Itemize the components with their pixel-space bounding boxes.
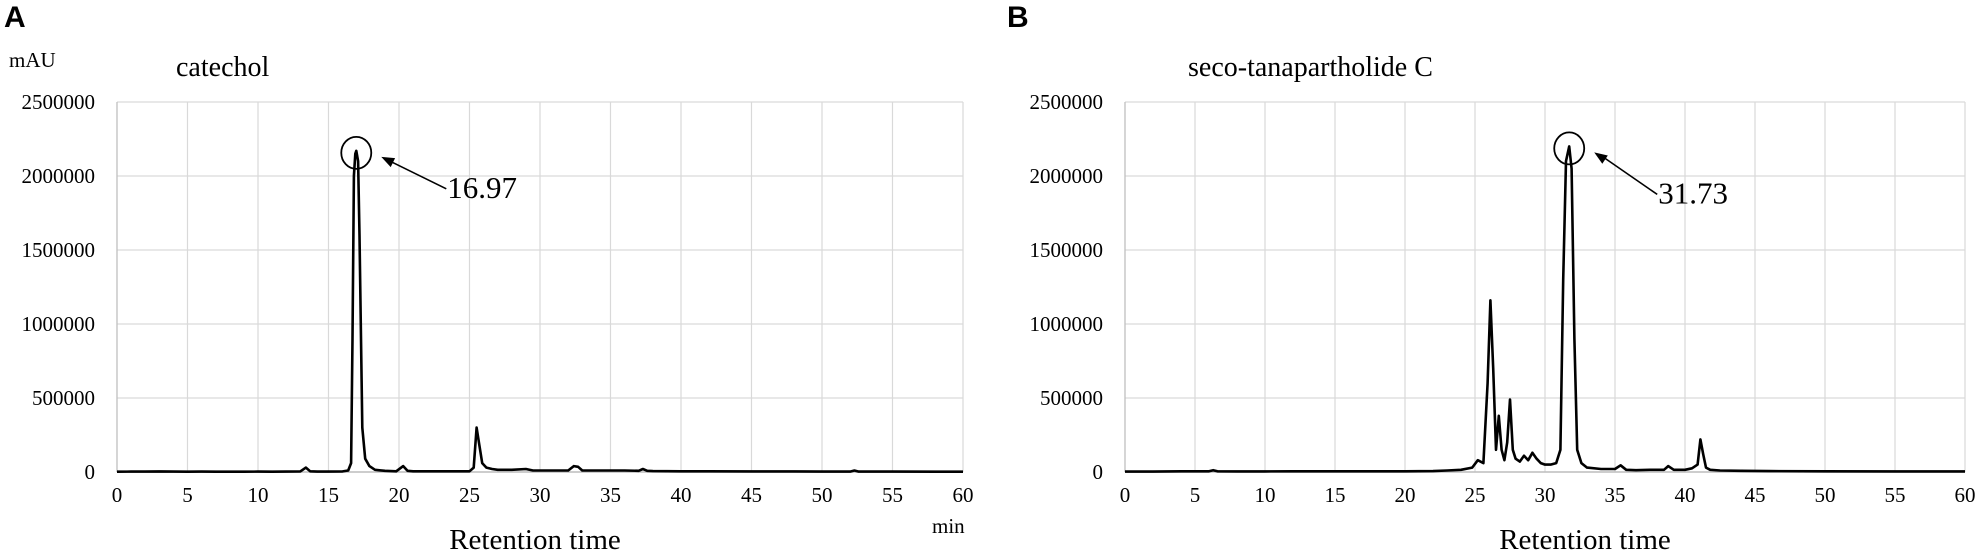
panel-b-x-axis: 0 5 10 15 20 25 30 35 40 45 50 55 60 [1120,483,1976,507]
panel-b-annotation-label: 31.73 [1658,175,1728,210]
y-tick-label: 1000000 [1030,312,1104,336]
x-tick-label: 10 [1255,483,1276,507]
x-tick-label: 45 [741,483,762,507]
x-tick-label: 25 [1465,483,1486,507]
panel-b-annotation-leader [1601,155,1658,196]
y-tick-label: 0 [85,460,96,484]
panel-b-series-line [1125,145,1965,473]
panel-b-gridlines [1124,101,1966,473]
panel-b-letter: B [1007,1,1029,34]
panel-a-annotation-leader [388,160,447,190]
panel-a-xlabel: Retention time [449,524,621,556]
x-tick-label: 40 [671,483,692,507]
x-tick-label: 25 [459,483,480,507]
y-tick-label: 1000000 [22,312,96,336]
y-tick-label: 1500000 [1030,238,1104,262]
x-tick-label: 20 [1395,483,1416,507]
panel-a-xunit: min [932,514,965,538]
panel-b-annotation-arrowhead [1594,152,1608,164]
panel-b-peak-circle [1553,131,1586,166]
x-tick-label: 5 [182,483,193,507]
y-tick-label: 2500000 [1030,90,1104,114]
x-tick-label: 15 [318,483,339,507]
x-tick-label: 0 [1120,483,1131,507]
y-tick-label: 2500000 [22,90,96,114]
y-tick-label: 2000000 [22,164,96,188]
panel-a-annotation-arrowhead [381,156,396,168]
y-tick-label: 2000000 [1030,164,1104,188]
x-tick-label: 15 [1325,483,1346,507]
x-tick-label: 50 [1815,483,1836,507]
panel-a-letter: A [4,1,26,34]
x-tick-label: 5 [1190,483,1201,507]
x-tick-label: 55 [1885,483,1906,507]
x-tick-label: 0 [112,483,123,507]
panel-b-xlabel: Retention time [1499,524,1671,556]
x-tick-label: 60 [1955,483,1976,507]
panel-a-annotation-label: 16.97 [447,170,517,205]
x-tick-label: 30 [1535,483,1556,507]
x-tick-label: 50 [812,483,833,507]
x-tick-label: 10 [248,483,269,507]
x-tick-label: 60 [953,483,974,507]
panel-a-x-axis: 0 5 10 15 20 25 30 35 40 45 50 55 60 [112,483,974,507]
panel-b-chart: B seco-tanapartholide C 0 500000 1000000 15… [1007,1,1976,556]
y-tick-label: 500000 [1040,386,1103,410]
panel-a-y-axis: 0 500000 1000000 1500000 2000000 2500000 [22,90,96,484]
panel-a-series-line [116,149,963,473]
panel-a-chart: A mAU catechol 0500000100000015000002000… [4,1,974,556]
y-tick-label: 1500000 [22,238,96,262]
x-tick-label: 45 [1745,483,1766,507]
x-tick-label: 35 [1605,483,1626,507]
x-tick-label: 35 [600,483,621,507]
x-tick-label: 20 [389,483,410,507]
x-tick-label: 55 [882,483,903,507]
panel-b-annotation: 31.73 [1553,131,1728,210]
panel-a-gridlines [116,101,964,473]
panel-a-peak-circle [340,135,373,170]
panel-b-title: seco-tanapartholide C [1188,52,1433,83]
x-tick-label: 40 [1675,483,1696,507]
panel-a-ylabel-unit: mAU [9,48,56,72]
x-tick-label: 30 [530,483,551,507]
y-tick-label: 500000 [32,386,95,410]
panel-b-y-axis: 0 500000 1000000 1500000 2000000 2500000 [1030,90,1104,484]
y-tick-label: 0 [1093,460,1104,484]
panel-a-title: catechol [176,52,269,83]
panel-a-annotation: 16.97 [340,135,517,205]
